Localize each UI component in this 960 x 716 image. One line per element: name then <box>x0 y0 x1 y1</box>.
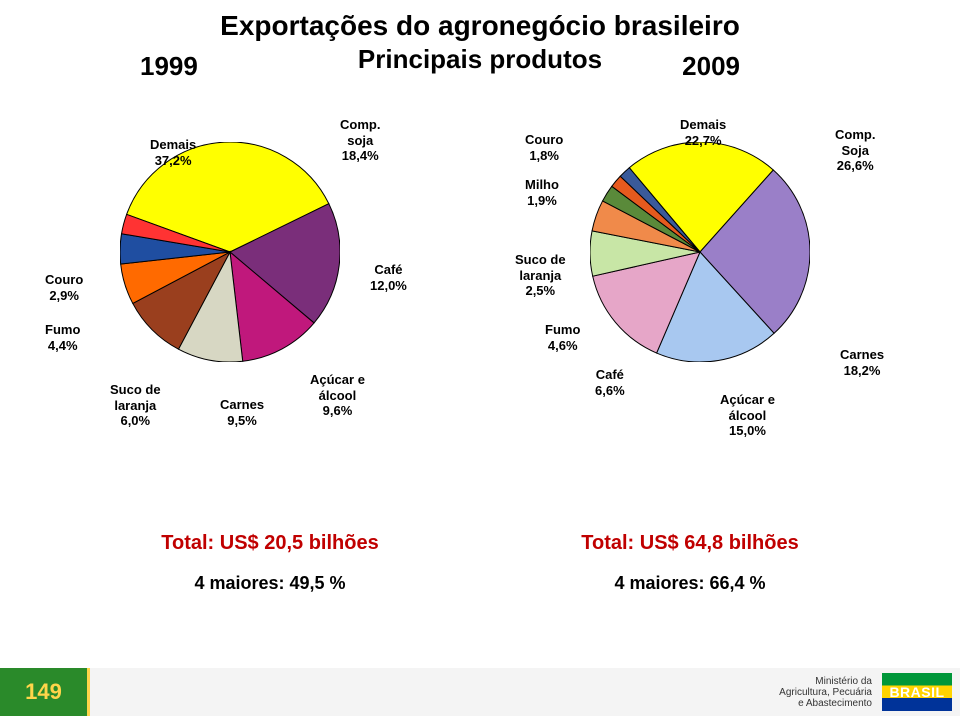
slice-label: Couro2,9% <box>45 272 83 303</box>
slice-label: Café6,6% <box>595 367 625 398</box>
ministry-line1: Ministério da <box>779 676 872 687</box>
slice-label: Carnes9,5% <box>220 397 264 428</box>
ministry-line2: Agricultura, Pecuária <box>779 687 872 698</box>
ministry-block: Ministério da Agricultura, Pecuária e Ab… <box>779 673 960 711</box>
slice-label: Açúcar eálcool9,6% <box>310 372 365 419</box>
slice-label: Fumo4,4% <box>45 322 80 353</box>
anniversary-badge: 149 <box>0 668 90 716</box>
slice-label: Demais37,2% <box>150 137 196 168</box>
totals-right: Total: US$ 64,8 bilhões 4 maiores: 66,4 … <box>581 532 798 594</box>
slice-label: Fumo4,6% <box>545 322 580 353</box>
totals-row: Total: US$ 20,5 bilhões 4 maiores: 49,5 … <box>0 532 960 594</box>
brasil-logo: BRASIL <box>882 673 952 711</box>
total-right: Total: US$ 64,8 bilhões <box>581 532 798 555</box>
slice-label: Milho1,9% <box>525 177 559 208</box>
slice-label: Suco delaranja2,5% <box>515 252 566 299</box>
total-left: Total: US$ 20,5 bilhões <box>161 532 378 555</box>
ministry-line3: e Abastecimento <box>779 698 872 709</box>
charts-area: Demais37,2% Comp.soja18,4% Café12,0% Açúcar… <box>0 102 960 502</box>
slice-label: Carnes18,2% <box>840 347 884 378</box>
totals-left: Total: US$ 20,5 bilhões 4 maiores: 49,5 … <box>161 532 378 594</box>
slice-label: Couro1,8% <box>525 132 563 163</box>
slice-label: Suco delaranja6,0% <box>110 382 161 429</box>
maiores-right: 4 maiores: 66,4 % <box>581 573 798 594</box>
slice-label: Café12,0% <box>370 262 407 293</box>
ministry-text: Ministério da Agricultura, Pecuária e Ab… <box>779 676 872 709</box>
footer: 149 Ministério da Agricultura, Pecuária … <box>0 668 960 716</box>
slice-label: Demais22,7% <box>680 117 726 148</box>
pie-chart-2009 <box>590 142 810 367</box>
page-title: Exportações do agronegócio brasileiro <box>0 10 960 42</box>
pie-chart-1999 <box>120 142 340 367</box>
year-right: 2009 <box>682 51 740 82</box>
slice-label: Comp.soja18,4% <box>340 117 380 164</box>
slice-label: Comp.Soja26,6% <box>835 127 875 174</box>
slice-label: Açúcar eálcool15,0% <box>720 392 775 439</box>
maiores-left: 4 maiores: 49,5 % <box>161 573 378 594</box>
year-left: 1999 <box>140 51 198 82</box>
